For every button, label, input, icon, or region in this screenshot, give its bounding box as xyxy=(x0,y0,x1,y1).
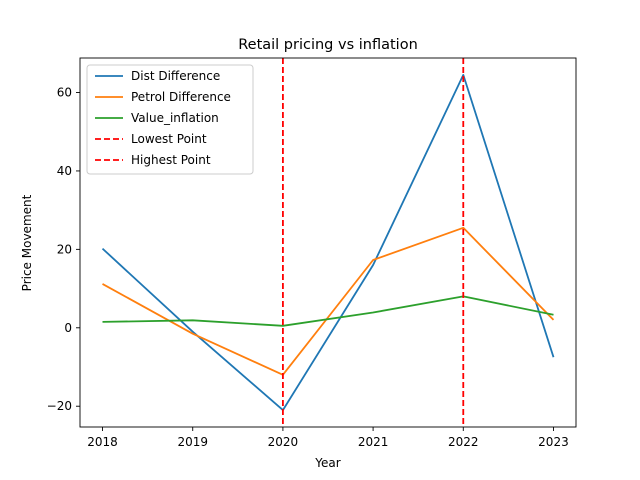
y-tick-label: 20 xyxy=(57,242,72,256)
axes-frame xyxy=(79,57,577,428)
series-line-2 xyxy=(102,226,555,376)
series-line-3 xyxy=(102,295,554,327)
legend-box xyxy=(86,64,254,175)
legend: Dist Difference Petrol Difference Value_in… xyxy=(86,64,254,175)
chart-title: Retail pricing vs inflation xyxy=(238,37,418,53)
series-line-1 xyxy=(101,74,555,412)
y-tick-label: −20 xyxy=(47,399,72,413)
y-tick-label: 60 xyxy=(57,86,72,100)
legend-label-4: Lowest Point xyxy=(131,132,207,146)
x-tick-label: 2019 xyxy=(177,435,208,449)
y-tick-label: 0 xyxy=(64,321,72,335)
x-axis-title: Year xyxy=(314,456,340,470)
x-tick-label: 2022 xyxy=(448,435,479,449)
plot-area: 2018 2019 2020 2021 2022 2023 −20 0 20 40 60 xyxy=(47,57,577,449)
y-tick-label: 40 xyxy=(57,164,72,178)
legend-label-5: Highest Point xyxy=(131,153,211,167)
legend-label-1: Dist Difference xyxy=(131,69,220,83)
x-tick-label: 2021 xyxy=(358,435,389,449)
x-tick-label: 2023 xyxy=(538,435,569,449)
legend-label-3: Value_inflation xyxy=(131,111,219,125)
x-tick-label: 2020 xyxy=(268,435,299,449)
legend-label-2: Petrol Difference xyxy=(131,90,231,104)
x-tick-label: 2018 xyxy=(87,435,118,449)
y-axis-title: Price Movement xyxy=(20,194,34,291)
